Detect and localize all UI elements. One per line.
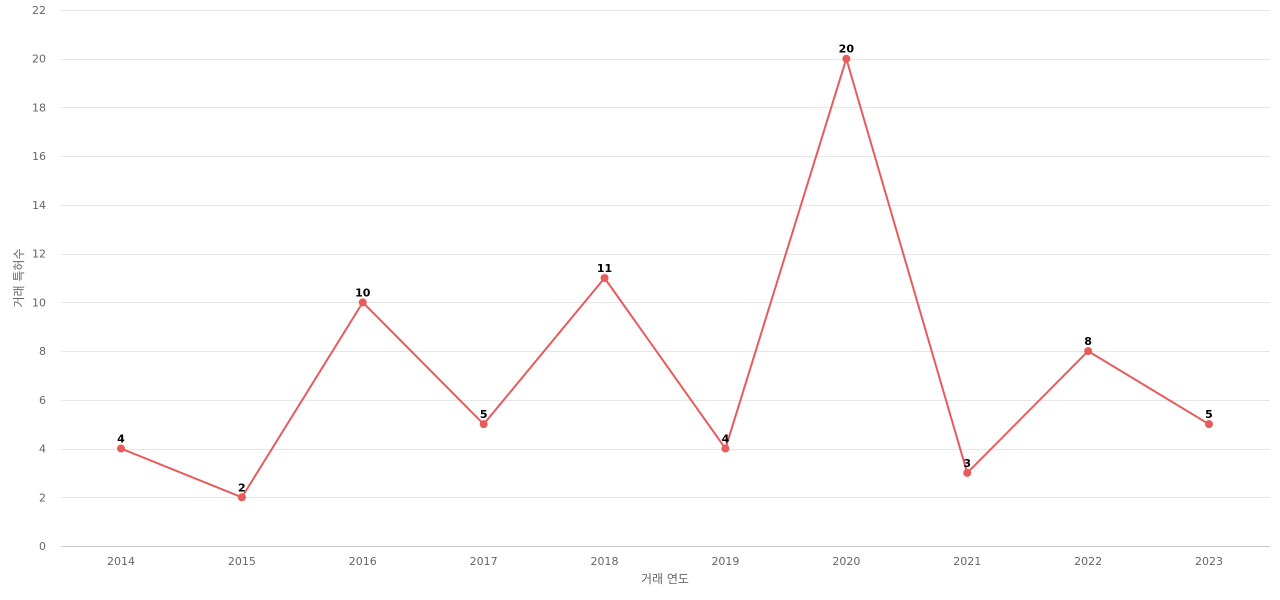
data-point[interactable] — [600, 274, 609, 282]
data-point[interactable] — [842, 54, 851, 63]
data-label: 5 — [480, 408, 488, 421]
y-tick-label: 8 — [39, 345, 46, 358]
y-tick-label: 20 — [32, 53, 46, 66]
data-point[interactable] — [237, 493, 246, 502]
x-tick-label: 2015 — [228, 555, 256, 568]
data-point[interactable] — [1205, 420, 1213, 429]
x-tick-label: 2023 — [1195, 555, 1223, 568]
x-axis-ticks: 2014 2015 2016 2017 2018 2019 2020 2021 2022 2023 — [107, 555, 1223, 568]
x-tick-label: 2014 — [107, 555, 135, 568]
y-tick-label: 4 — [39, 443, 46, 456]
gridlines — [61, 10, 1270, 547]
x-tick-label: 2019 — [711, 555, 739, 568]
y-tick-label: 0 — [39, 540, 46, 553]
data-point[interactable] — [479, 420, 488, 429]
data-label: 3 — [963, 457, 971, 470]
data-point[interactable] — [721, 444, 730, 453]
y-tick-label: 2 — [39, 491, 46, 504]
y-axis-title: 거래 특허수 — [12, 248, 26, 307]
y-tick-label: 14 — [32, 199, 46, 212]
data-label: 20 — [839, 43, 855, 56]
data-label: 8 — [1084, 335, 1092, 348]
y-tick-label: 18 — [32, 101, 46, 114]
data-point[interactable] — [963, 468, 972, 477]
y-tick-label: 12 — [32, 248, 46, 261]
data-label: 5 — [1205, 408, 1213, 421]
y-axis-ticks: 0 2 4 6 8 10 12 14 16 18 20 22 — [32, 4, 46, 553]
data-point[interactable] — [1084, 347, 1093, 356]
data-point[interactable] — [358, 298, 367, 307]
x-tick-label: 2018 — [591, 555, 619, 568]
x-tick-label: 2016 — [349, 555, 377, 568]
x-tick-label: 2017 — [470, 555, 498, 568]
series-line-group — [120, 57, 1210, 499]
x-tick-label: 2022 — [1074, 555, 1102, 568]
y-tick-label: 10 — [32, 296, 46, 309]
data-labels: 4 2 10 5 11 4 20 3 8 5 — [117, 43, 1213, 495]
data-label: 2 — [238, 481, 246, 494]
data-label: 10 — [355, 286, 371, 299]
y-tick-label: 6 — [39, 394, 46, 407]
y-tick-label: 16 — [32, 150, 46, 163]
x-tick-label: 2020 — [832, 555, 860, 568]
data-point[interactable] — [117, 444, 125, 453]
series-line — [120, 57, 1210, 499]
x-axis-title: 거래 연도 — [641, 572, 689, 586]
data-label: 4 — [117, 433, 125, 446]
data-label: 11 — [597, 262, 612, 275]
x-tick-label: 2021 — [953, 555, 981, 568]
y-tick-label: 22 — [32, 4, 46, 17]
data-points — [117, 54, 1213, 502]
data-label: 4 — [722, 433, 730, 446]
